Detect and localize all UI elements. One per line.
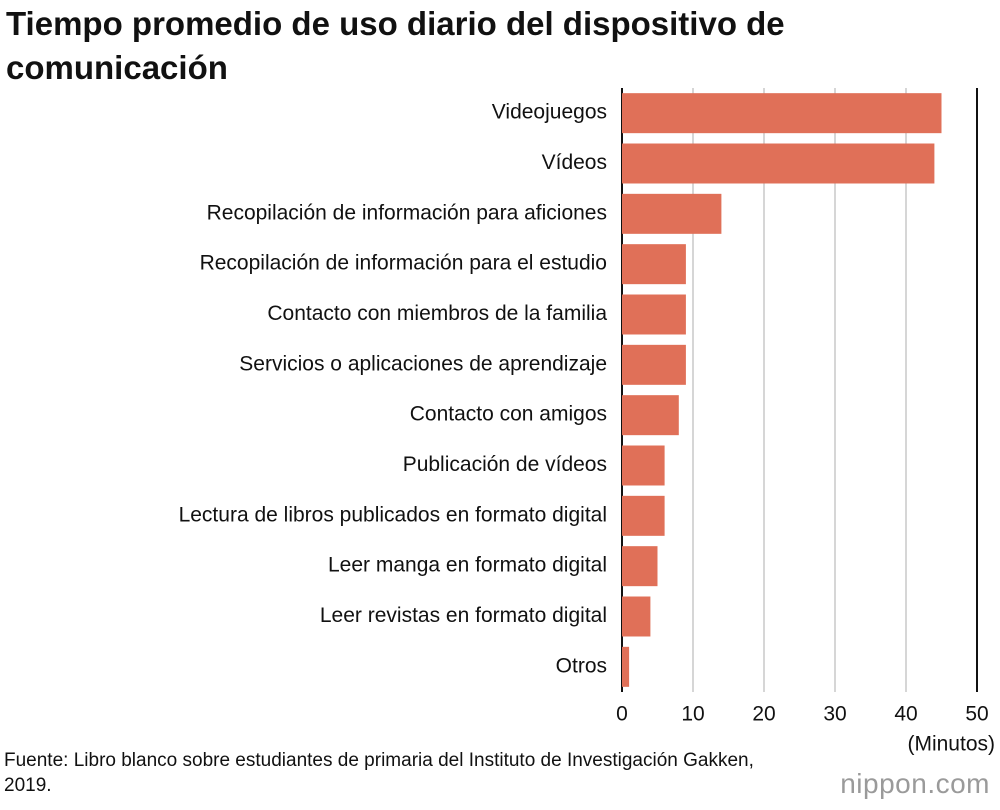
- bar: [622, 445, 665, 486]
- bar: [622, 495, 665, 536]
- x-tick-label: 10: [681, 703, 704, 726]
- y-tick-label: Lectura de libros publicados en formato …: [179, 503, 607, 526]
- bar: [622, 294, 686, 335]
- x-tick-label: 40: [894, 703, 917, 726]
- bar: [622, 244, 686, 285]
- source-note: Fuente: Libro blanco sobre estudiantes d…: [4, 750, 754, 796]
- bar: [622, 546, 658, 587]
- y-tick-label: Leer manga en formato digital: [328, 554, 607, 577]
- x-tick-label: 0: [616, 703, 628, 726]
- y-tick-label: Recopilación de información para el estu…: [200, 252, 607, 275]
- y-tick-label: Recopilación de información para aficion…: [207, 201, 607, 224]
- x-tick-label: 50: [965, 703, 988, 726]
- y-tick-label: Otros: [556, 654, 607, 677]
- bar: [622, 344, 686, 385]
- x-tick-label: 30: [823, 703, 846, 726]
- y-tick-label: Contacto con miembros de la familia: [267, 302, 607, 325]
- bar: [622, 596, 651, 637]
- y-tick-label: Videojuegos: [492, 101, 607, 124]
- bar: [622, 646, 630, 687]
- y-tick-label: Servicios o aplicaciones de aprendizaje: [239, 352, 607, 375]
- logo: nippon.com: [840, 768, 990, 799]
- x-axis-label: (Minutos): [907, 733, 995, 756]
- y-tick-label: Publicación de vídeos: [403, 453, 607, 476]
- bar: [622, 93, 942, 134]
- bar: [622, 395, 679, 436]
- x-tick-label: 20: [752, 703, 775, 726]
- chart-title: Tiempo promedio de uso diario del dispos…: [6, 5, 785, 86]
- bar: [622, 143, 935, 184]
- bar: [622, 193, 722, 234]
- y-tick-label: Leer revistas en formato digital: [320, 604, 607, 627]
- y-tick-label: Contacto con amigos: [410, 403, 607, 426]
- y-tick-label: Vídeos: [542, 151, 607, 174]
